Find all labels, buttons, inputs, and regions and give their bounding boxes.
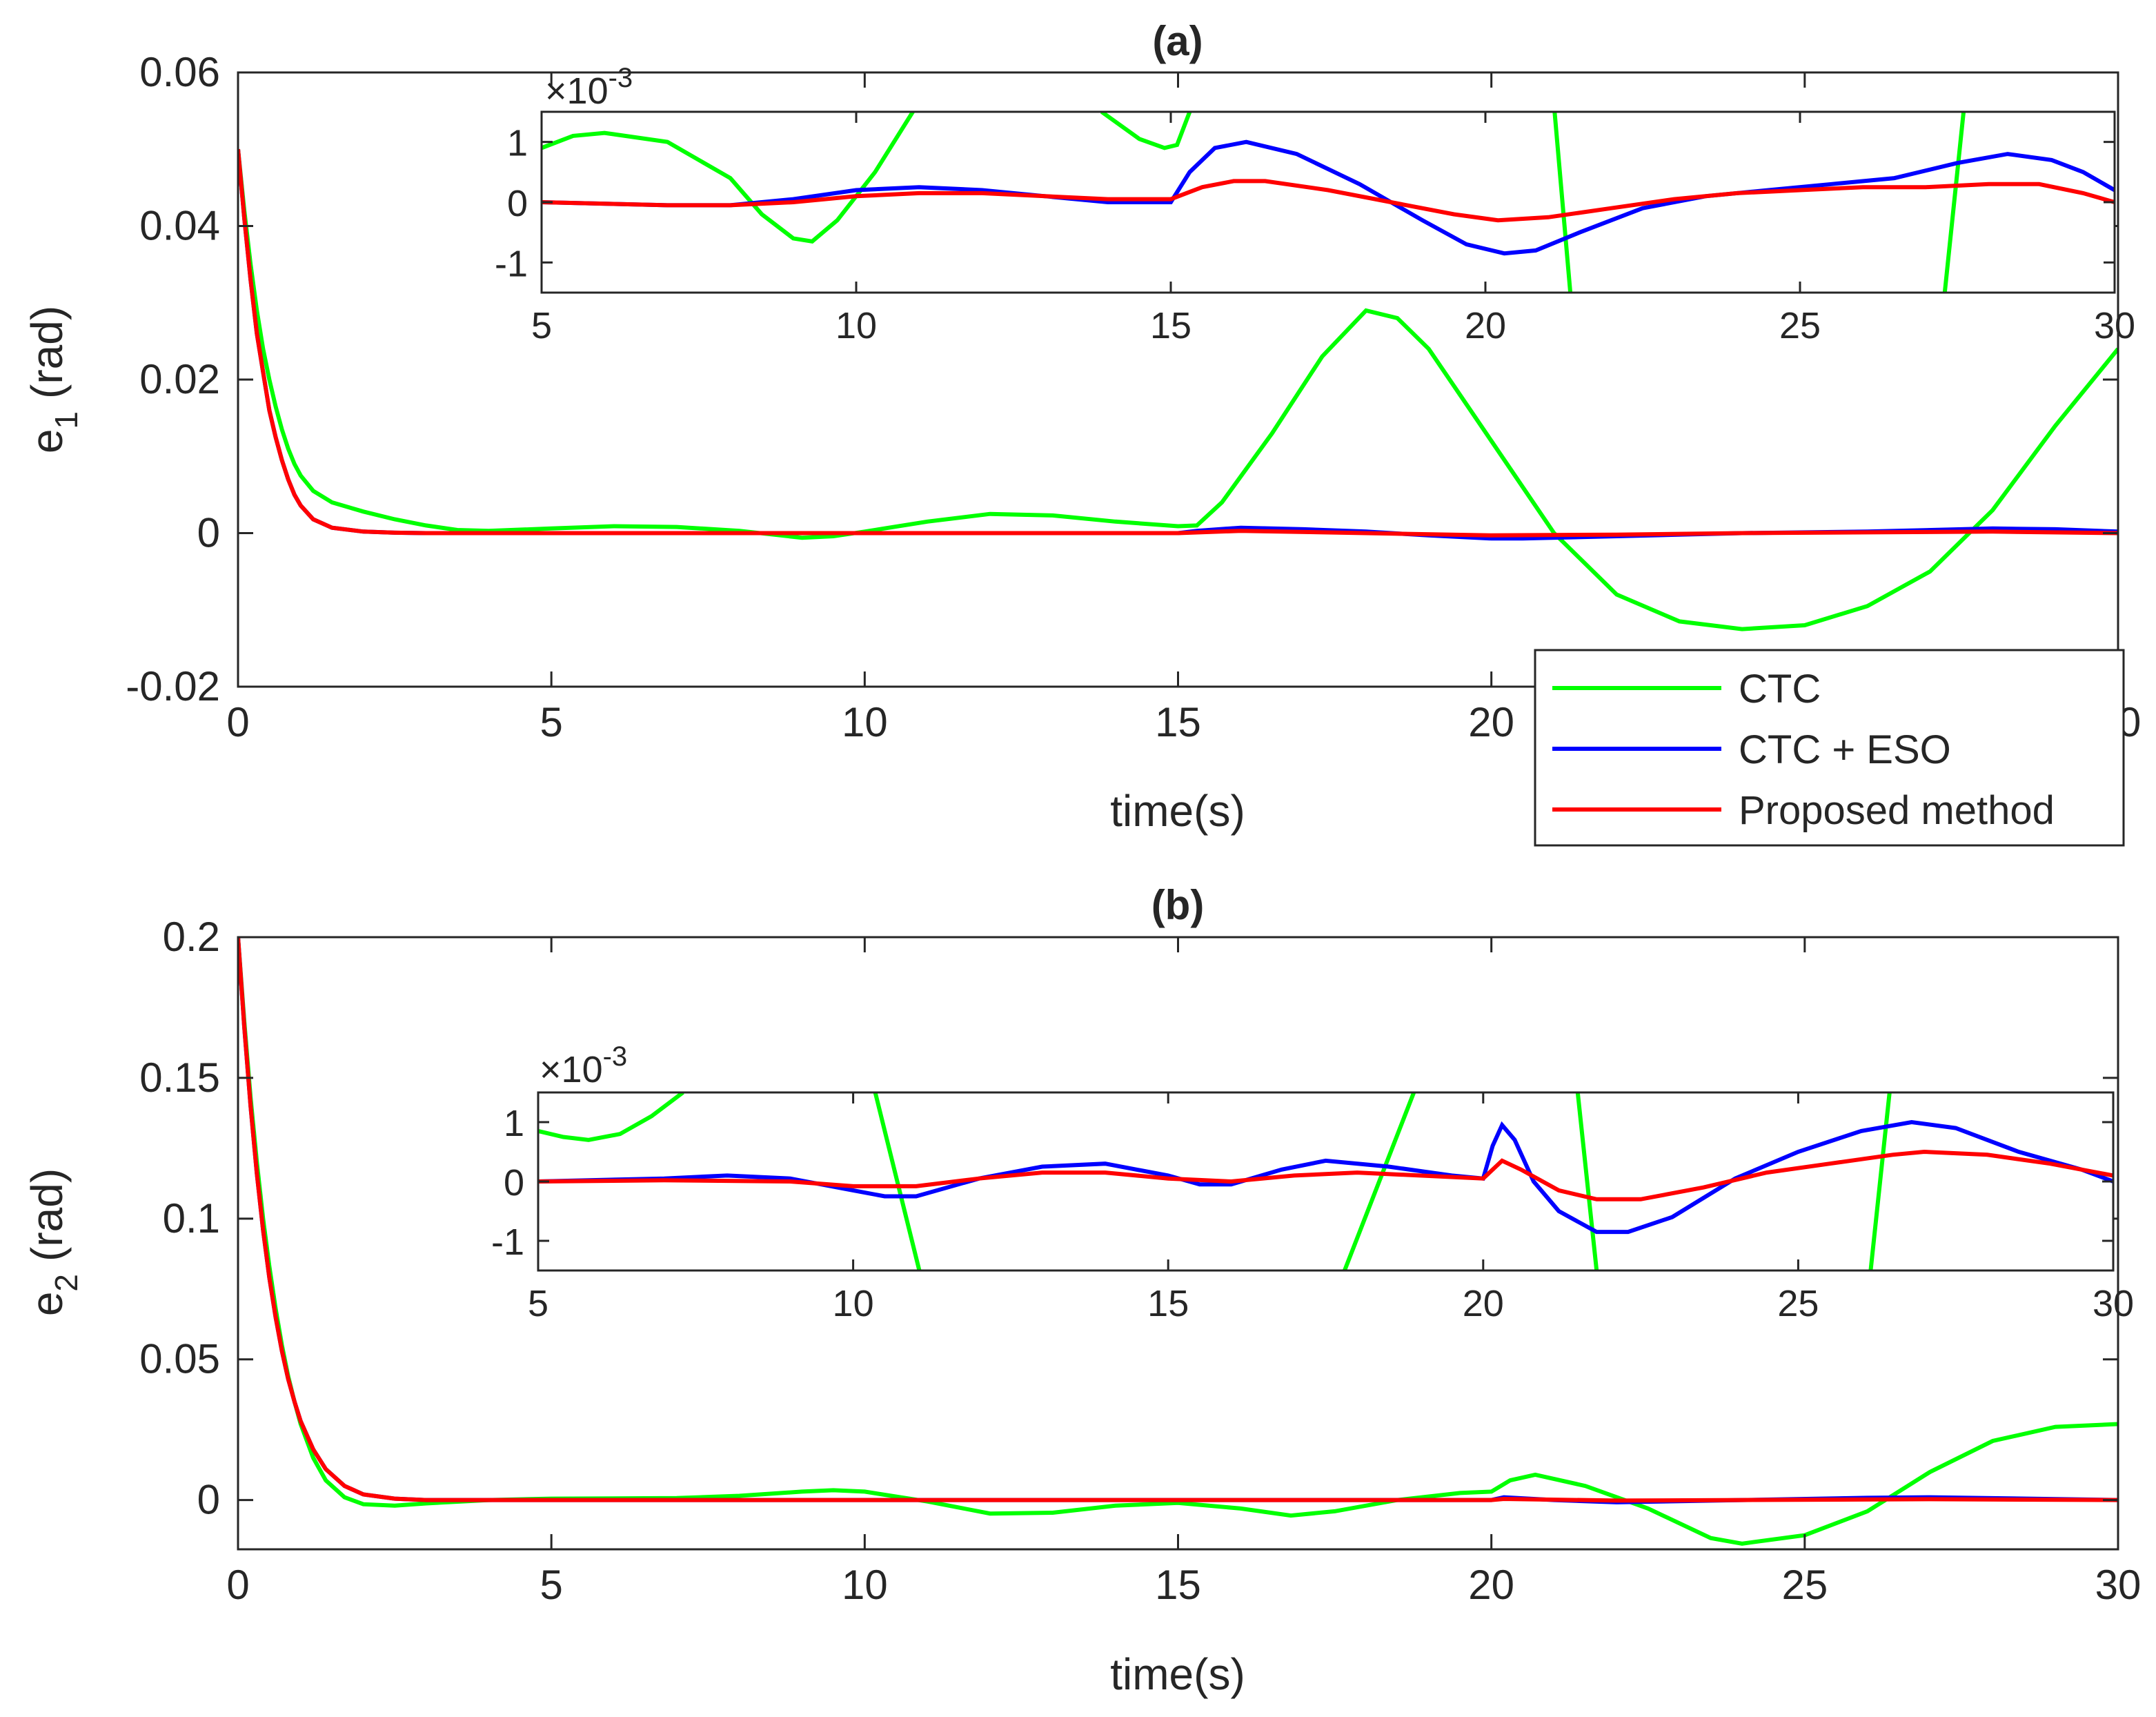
panel-b-ylabel: e2 (rad) [22,1168,84,1316]
panel-a-inset-series-layer [542,112,2115,293]
b-xtick-label-3: 15 [1155,1562,1201,1608]
bi-xtick-label-3: 20 [1463,1283,1504,1324]
panel-b-inset-exponent-power: -3 [603,1041,628,1072]
panel-a-ylabel-symbol: e [22,429,72,454]
panel-b-title: (b) [1151,882,1205,928]
panel-a-inset-exponent: ×10-3 [545,63,633,112]
legend-label-proposed: Proposed method [1739,788,2055,833]
b-xtick-label-5: 25 [1781,1562,1828,1608]
panel-b-xticks: 0 5 10 15 20 25 30 [226,937,2141,1608]
b-xtick-label-0: 0 [226,1562,249,1608]
panel-b-yticks: 0 0.05 0.1 0.15 0.2 [139,914,2118,1523]
panel-a-inset-series-ctc [542,112,1966,293]
panel-b-series-layer [238,937,2118,1546]
panel-b-xlabel: time(s) [1110,1649,1245,1699]
a-xtick-label-3: 15 [1155,699,1201,745]
panel-a-inset-series-proposed [542,179,2115,223]
b-xtick-label-4: 20 [1468,1562,1514,1608]
panel-a-xlabel: time(s) [1110,786,1245,836]
a-xtick-label-2: 10 [842,699,888,745]
a-xtick-label-0: 0 [226,699,249,745]
panel-a-yticks: -0.02 0 0.02 0.04 0.06 [126,49,2118,709]
panel-b-ylabel-unit: (rad) [22,1168,72,1262]
b-xtick-label-1: 5 [540,1562,562,1608]
b-ytick-label-4: 0.2 [163,914,220,960]
a-xtick-label-4: 20 [1468,699,1514,745]
bi-ytick-label-0: -1 [491,1221,524,1263]
ai-ytick-label-0: -1 [495,243,528,284]
ai-xtick-label-2: 15 [1150,305,1191,346]
panel-b-inset-xticks: 5 10 15 20 25 30 [528,1092,2134,1324]
bi-xtick-label-2: 15 [1147,1283,1189,1324]
panel-b-inset-series-proposed [538,1149,2113,1201]
panel-a-ylabel: e1 (rad) [22,306,84,453]
ai-ytick-label-1: 0 [507,183,528,224]
bi-xtick-label-1: 10 [833,1283,874,1324]
a-ytick-label-2: 0.02 [139,356,220,402]
panel-a-inset-xticks: 5 10 15 20 25 30 [531,112,2135,346]
panel-a-series-layer [238,148,2118,631]
panel-b-inset-series-ctc [538,1092,1892,1270]
panel-a-inset: 5 10 15 20 25 30 -1 0 1 ×10-3 [495,63,2135,346]
legend-label-ctc-eso: CTC + ESO [1739,727,1951,772]
legend: CTC CTC + ESO Proposed method [1534,649,2125,847]
bi-xtick-label-0: 5 [528,1283,548,1324]
bi-xtick-label-4: 25 [1777,1283,1819,1324]
ai-xtick-label-3: 20 [1465,305,1506,346]
panel-a-title: (a) [1152,18,1203,64]
panel-b-series-proposed [238,937,2118,1503]
legend-label-ctc: CTC [1739,667,1821,712]
b-ytick-label-0: 0 [197,1477,220,1523]
panel-b-inset-yticks: -1 0 1 [491,1103,2113,1263]
bi-xtick-label-5: 30 [2093,1283,2134,1324]
bi-ytick-label-2: 1 [504,1103,524,1144]
ai-xtick-label-4: 25 [1779,305,1821,346]
a-ytick-label-4: 0.06 [139,49,220,95]
ai-xtick-label-0: 5 [531,305,552,346]
panel-b-ylabel-subscript: 2 [48,1274,84,1292]
panel-b-ylabel-symbol: e [22,1292,72,1317]
panel-a-series-proposed [238,148,2118,538]
b-ytick-label-3: 0.15 [139,1054,220,1101]
a-ytick-label-0: -0.02 [126,663,220,709]
b-ytick-label-2: 0.1 [163,1195,220,1242]
ai-ytick-label-2: 1 [507,123,528,164]
panel-b-inset-exponent-base: ×10 [540,1049,603,1090]
ai-xtick-label-5: 30 [2094,305,2135,346]
panel-a-ylabel-subscript: 1 [48,411,84,429]
panel-b-inset-series-layer [538,1092,2113,1270]
panel-a-inset-yticks: -1 0 1 [495,123,2115,284]
b-ytick-label-1: 0.05 [139,1336,220,1382]
a-xtick-label-1: 5 [540,699,562,745]
panel-b-inset: 5 10 15 20 25 30 -1 0 1 ×10-3 [491,1041,2134,1324]
panel-a-inset-exponent-base: ×10 [545,70,609,112]
b-xtick-label-6: 30 [2095,1562,2142,1608]
a-ytick-label-1: 0 [197,510,220,556]
panel-b: 0 5 10 15 20 25 30 00.050.10.150.2 (b) time(s)… [22,882,2141,1699]
panel-b-inset-exponent: ×10-3 [540,1041,627,1090]
b-xtick-label-2: 10 [842,1562,888,1608]
panel-a-inset-exponent-power: -3 [609,63,633,93]
panel-a-ylabel-unit: (rad) [22,306,72,399]
bi-ytick-label-1: 0 [504,1162,524,1204]
a-ytick-label-3: 0.04 [139,203,220,249]
ai-xtick-label-1: 10 [835,305,877,346]
